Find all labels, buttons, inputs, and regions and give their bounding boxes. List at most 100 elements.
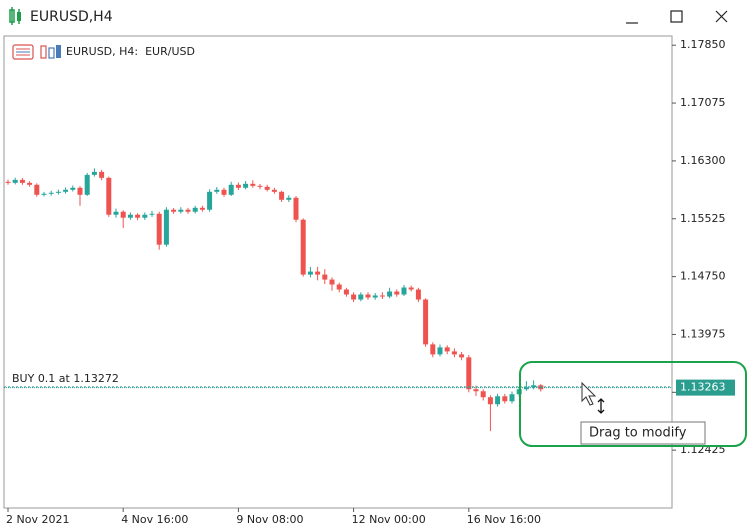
candle-body xyxy=(358,294,364,300)
candle-body xyxy=(149,213,155,215)
y-tick-label: 1.14750 xyxy=(680,270,726,283)
candle-body xyxy=(142,214,148,218)
candle-body xyxy=(509,394,515,402)
candle-body xyxy=(48,192,54,194)
mouse-cursor xyxy=(581,381,605,414)
order-label: BUY 0.1 at 1.13272 xyxy=(12,372,119,385)
candle-body xyxy=(12,179,18,183)
candle-body xyxy=(531,385,537,388)
candle-body xyxy=(127,214,133,218)
bid-price-box xyxy=(676,379,735,396)
chart-header-icons xyxy=(12,44,61,60)
candle-body xyxy=(444,347,450,352)
candle-body xyxy=(307,271,313,275)
candle-body xyxy=(394,291,400,295)
plot-area xyxy=(3,35,673,509)
candle-body xyxy=(135,214,141,218)
close-button[interactable] xyxy=(715,10,728,23)
y-tick-label: 1.13975 xyxy=(680,327,726,340)
candle-body xyxy=(387,291,393,297)
candle-body xyxy=(415,289,421,300)
candle-body xyxy=(91,171,97,175)
candle-body xyxy=(300,219,306,275)
candle-body xyxy=(27,182,33,185)
candle-body xyxy=(480,391,486,398)
candle-body xyxy=(171,209,177,212)
window-icon xyxy=(9,7,21,25)
candle-body xyxy=(437,347,443,355)
x-tick-label: 9 Nov 08:00 xyxy=(236,513,303,526)
candle-body xyxy=(264,186,270,190)
window-title: EURUSD,H4 xyxy=(30,9,113,25)
candle-body xyxy=(495,396,501,405)
candle-body xyxy=(365,294,371,298)
candle-body xyxy=(19,179,25,183)
candle-body xyxy=(257,185,263,187)
candle-body xyxy=(113,211,119,215)
candle-body xyxy=(372,295,378,298)
title-bar: EURUSD,H4 xyxy=(9,7,728,25)
candle-body xyxy=(451,351,457,355)
candle-body xyxy=(55,191,61,193)
candle-body xyxy=(408,287,414,290)
axes: 1.17850 1.17075 1.16300 1.15525 1.14750 1.139… xyxy=(6,38,735,526)
candle-body xyxy=(293,197,299,220)
candle-body xyxy=(99,171,105,178)
candle-body xyxy=(34,184,40,195)
candle-body xyxy=(63,189,69,192)
candle-body xyxy=(351,294,357,300)
candle-body xyxy=(156,213,162,245)
candle-body xyxy=(235,184,241,188)
candle-body xyxy=(41,193,47,195)
candle-body xyxy=(207,191,213,210)
maximize-button[interactable] xyxy=(670,10,683,23)
x-tick-label: 12 Nov 00:00 xyxy=(352,513,426,526)
y-tick-label: 1.16300 xyxy=(680,154,726,167)
bid-price-label: 1.13263 xyxy=(680,381,726,394)
candle-body xyxy=(523,387,529,390)
candle-body xyxy=(192,207,198,212)
candle-body xyxy=(343,289,349,295)
x-tick-label: 4 Nov 16:00 xyxy=(121,513,188,526)
candle-body xyxy=(329,279,335,285)
candle-body xyxy=(502,396,508,402)
y-tick-label: 1.17850 xyxy=(680,38,726,51)
candle-body xyxy=(473,389,479,392)
candle-body xyxy=(84,174,90,195)
candle-body xyxy=(315,271,321,275)
candle-body xyxy=(221,189,227,195)
candle-body xyxy=(466,357,472,390)
plot: BUY 0.1 at 1.13272 xyxy=(4,168,672,432)
candle-body xyxy=(250,183,256,186)
candle-body xyxy=(70,187,76,190)
candle-body xyxy=(459,354,465,358)
candle-body xyxy=(77,187,83,195)
candle-body xyxy=(401,287,407,295)
candle-body xyxy=(336,284,342,290)
x-tick-label: 2 Nov 2021 xyxy=(6,513,69,526)
candle-body xyxy=(243,183,249,188)
candle-body xyxy=(487,397,493,405)
highlight-box xyxy=(519,361,747,447)
candle-body xyxy=(423,299,429,345)
candle-body xyxy=(106,177,112,215)
candle-body xyxy=(199,207,205,210)
candle-body xyxy=(5,181,11,183)
candle-body xyxy=(185,209,191,212)
candle-body xyxy=(228,184,234,195)
candle-body xyxy=(214,189,220,192)
candle-body xyxy=(286,197,292,200)
x-tick-label: 16 Nov 16:00 xyxy=(467,513,541,526)
y-tick-label: 1.15525 xyxy=(680,212,726,225)
candle-body xyxy=(322,274,328,280)
candle-body xyxy=(430,344,436,355)
tooltip xyxy=(580,421,706,445)
candle-body xyxy=(163,209,169,245)
y-tick-label: 1.17075 xyxy=(680,96,726,109)
candle-body xyxy=(178,209,184,212)
candle-body xyxy=(271,189,277,192)
chart-title: EURUSD, H4: EUR/USD xyxy=(66,45,195,58)
candle-body xyxy=(379,295,385,297)
candle-body xyxy=(120,211,126,218)
